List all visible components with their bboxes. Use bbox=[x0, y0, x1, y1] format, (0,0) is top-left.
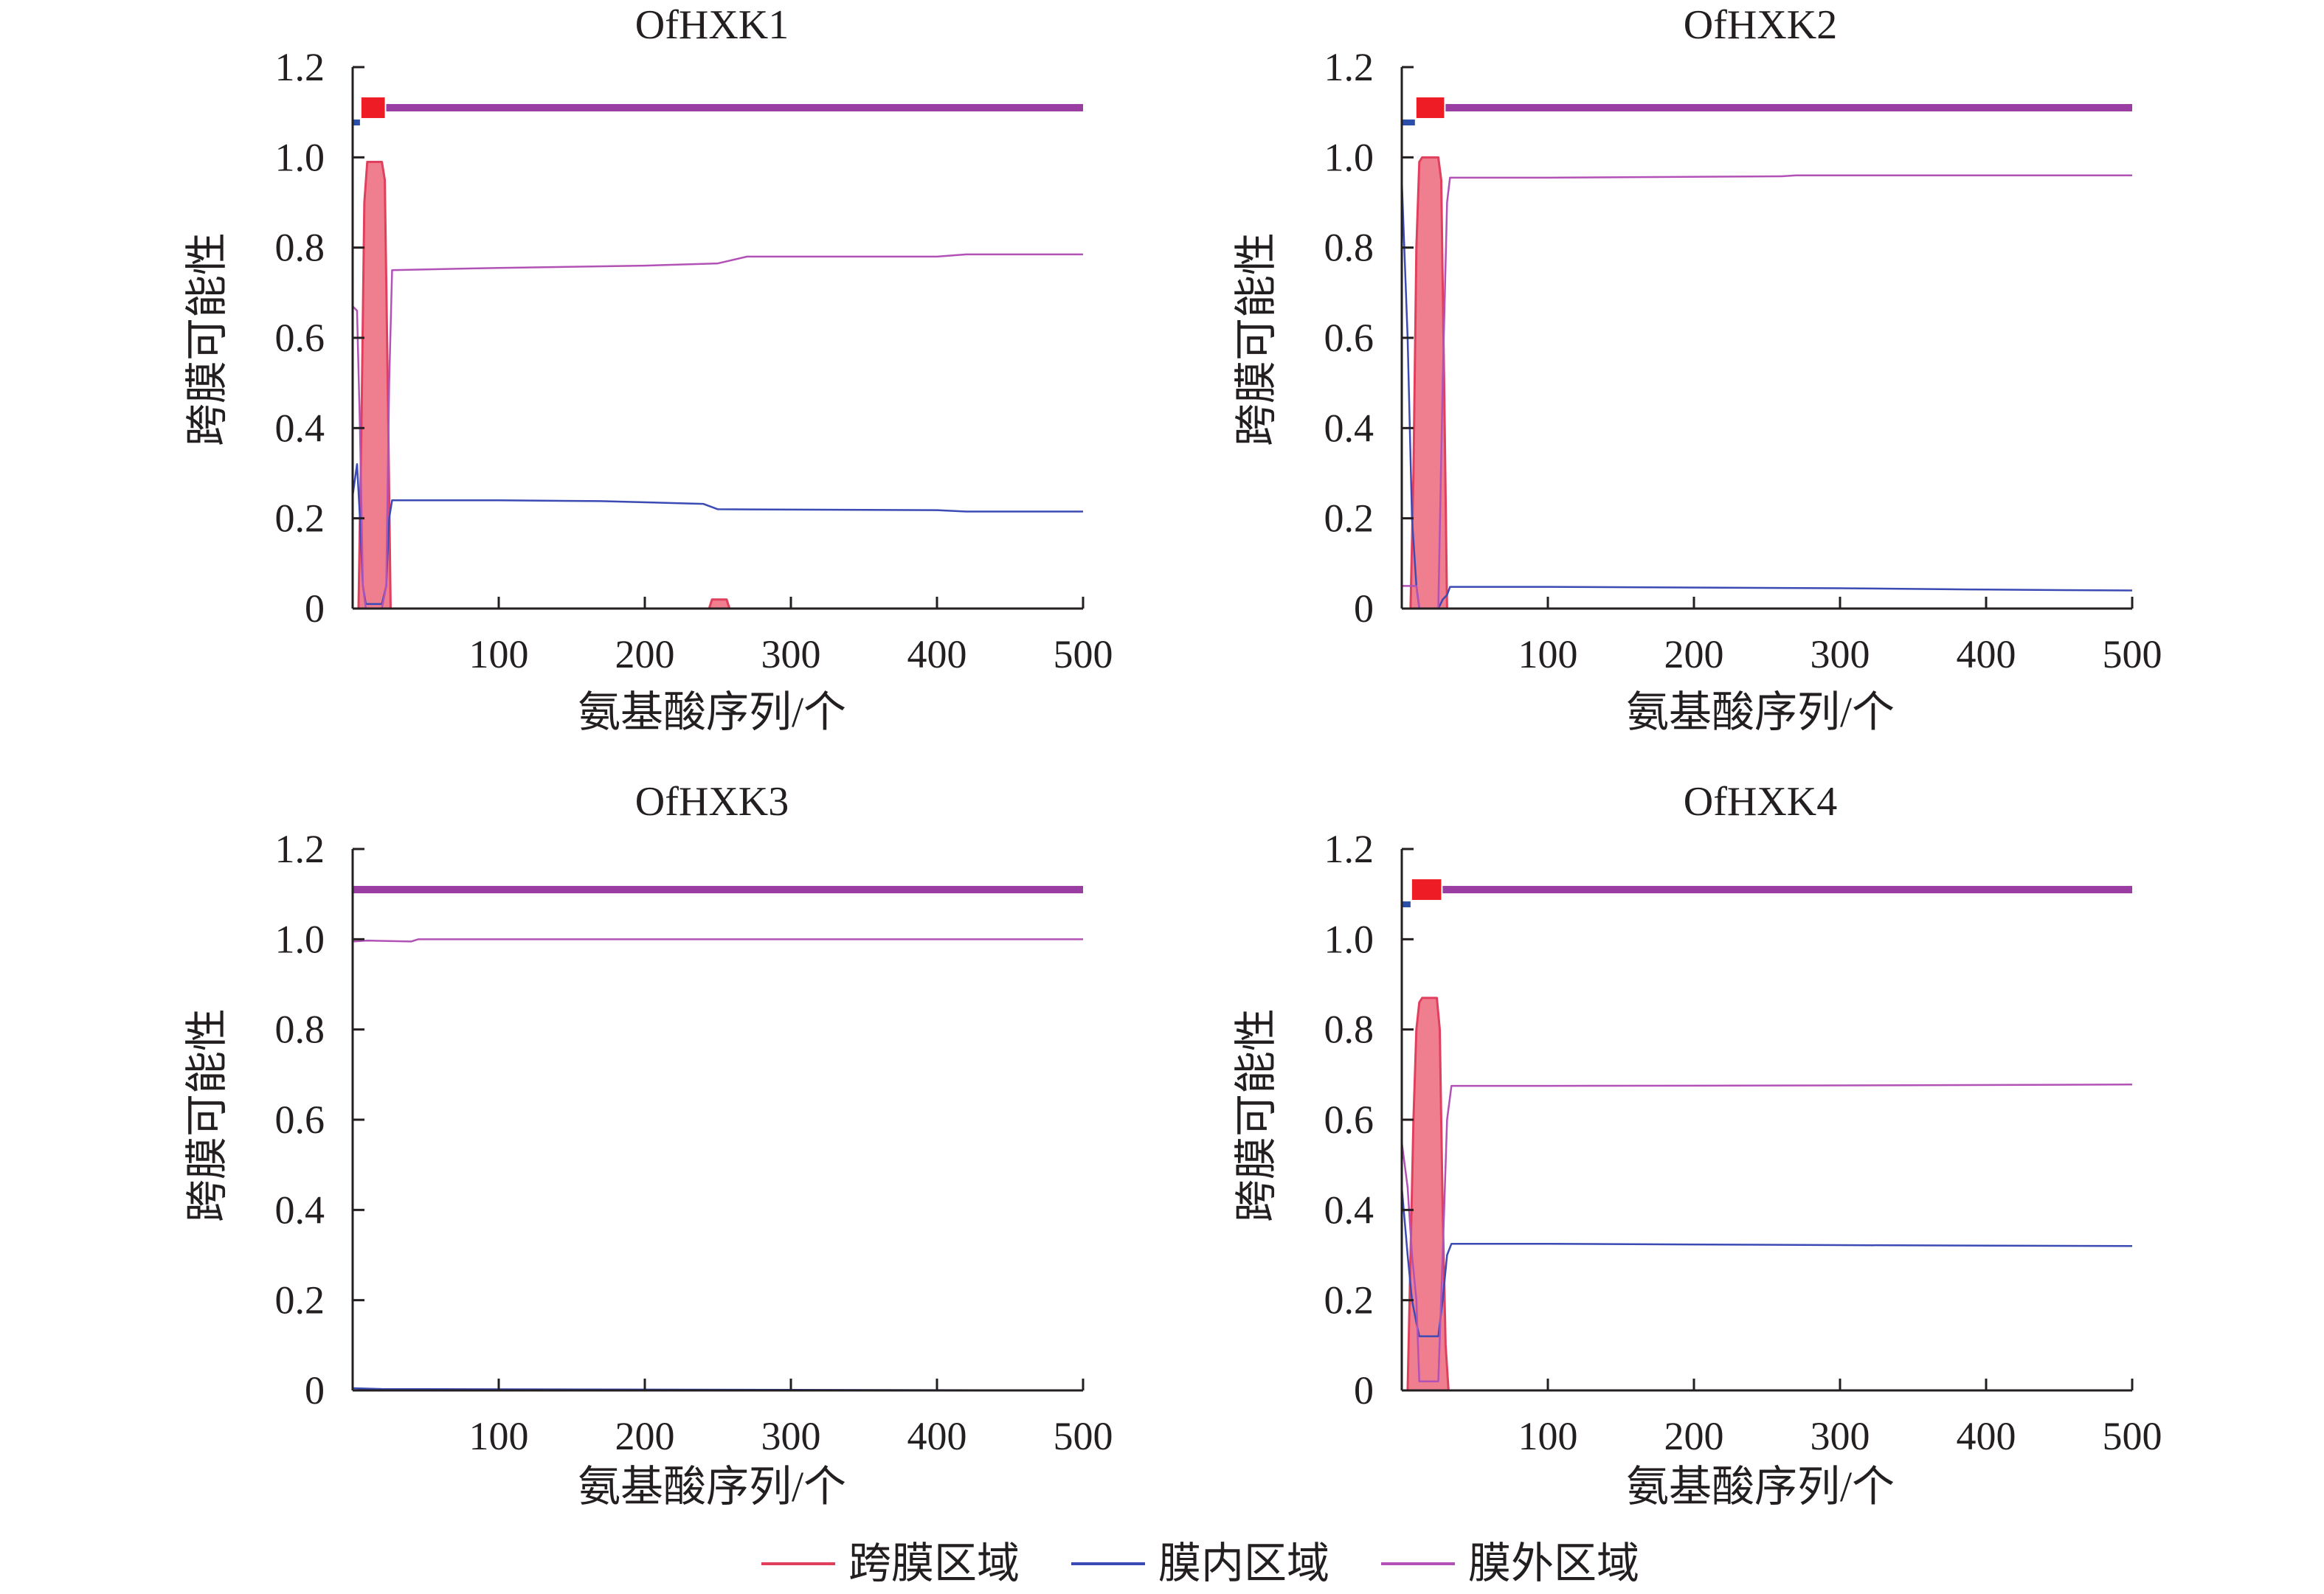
y-tick-label: 0.6 bbox=[1324, 1098, 1374, 1142]
x-tick-label: 400 bbox=[1957, 632, 2016, 676]
legend-label-inside: 膜内区域 bbox=[1158, 1539, 1329, 1587]
x-axis-label: 氨基酸序列/个 bbox=[578, 688, 846, 736]
y-tick-label: 0.8 bbox=[1324, 226, 1374, 270]
topology-segment-inside bbox=[1402, 901, 1411, 908]
y-tick-label: 0.2 bbox=[1324, 496, 1374, 541]
transmembrane-area bbox=[1402, 997, 2132, 1390]
y-tick-label: 1.0 bbox=[275, 135, 325, 179]
y-axis-label: 跨膜可能性 bbox=[183, 1008, 231, 1222]
y-tick-label: 1.0 bbox=[1324, 135, 1374, 179]
topology-segment-outside bbox=[353, 886, 1083, 894]
panel-ofhxk3: OfHXK3 跨膜可能性 氨基酸序列/个 0 0.2 0.4 0.6 0.8 1.0 1.2… bbox=[183, 779, 1113, 1511]
panel-ofhxk2: OfHXK2 跨膜可能性 氨基酸序列/个 0 0.2 0.4 0.6 0.8 1.0 1.2… bbox=[1232, 2, 2162, 736]
y-tick-label: 0 bbox=[1354, 1368, 1374, 1413]
topology-segment-inside bbox=[1402, 119, 1415, 126]
series-line-inside bbox=[351, 463, 1083, 606]
x-axis-label: 氨基酸序列/个 bbox=[1626, 1463, 1895, 1511]
x-tick-label: 500 bbox=[2103, 1414, 2162, 1458]
y-tick-label: 0 bbox=[1354, 586, 1374, 631]
series-line-transmembrane bbox=[1402, 156, 2132, 610]
series-line-outside bbox=[352, 938, 1083, 943]
y-tick-label: 0.8 bbox=[1324, 1008, 1374, 1052]
x-tick-label: 200 bbox=[1664, 1414, 1724, 1458]
panel-title: OfHXK2 bbox=[1684, 2, 1837, 48]
series-line-inside bbox=[1400, 1187, 2133, 1337]
transmembrane-area bbox=[353, 162, 1083, 609]
y-tick-label: 0.4 bbox=[275, 1188, 325, 1232]
y-tick-label: 0.2 bbox=[275, 496, 325, 541]
series-line-transmembrane bbox=[353, 160, 1083, 610]
x-axis-label: 氨基酸序列/个 bbox=[578, 1463, 846, 1511]
panel-title: OfHXK4 bbox=[1684, 779, 1837, 825]
y-tick-label: 0.8 bbox=[275, 1008, 325, 1052]
y-tick-label: 1.0 bbox=[275, 917, 325, 961]
x-tick-label: 200 bbox=[1664, 632, 1724, 676]
x-tick-label: 400 bbox=[907, 1414, 967, 1458]
series-line-outside bbox=[1402, 174, 2132, 610]
x-tick-label: 400 bbox=[907, 632, 967, 676]
x-tick-label: 400 bbox=[1957, 1414, 2016, 1458]
x-tick-label: 100 bbox=[1518, 1414, 1578, 1458]
y-tick-label: 0.6 bbox=[1324, 316, 1374, 360]
y-tick-label: 0 bbox=[305, 1368, 325, 1413]
panel-title: OfHXK1 bbox=[635, 2, 789, 48]
topology-segment-outside bbox=[386, 104, 1083, 112]
y-axis-label: 跨膜可能性 bbox=[1232, 232, 1280, 446]
x-tick-label: 300 bbox=[1811, 632, 1870, 676]
topology-segment-transmembrane bbox=[1416, 97, 1445, 119]
x-tick-label: 100 bbox=[469, 1414, 529, 1458]
x-tick-label: 500 bbox=[2103, 632, 2162, 676]
series-line-inside bbox=[1400, 179, 2133, 610]
x-tick-label: 300 bbox=[761, 632, 821, 676]
topology-segment-transmembrane bbox=[361, 97, 385, 119]
y-tick-label: 1.2 bbox=[1324, 827, 1374, 871]
legend: 跨膜区域 膜内区域 膜外区域 bbox=[761, 1539, 1639, 1587]
x-tick-label: 500 bbox=[1054, 1414, 1113, 1458]
y-tick-label: 0.2 bbox=[1324, 1278, 1374, 1323]
y-tick-label: 1.2 bbox=[275, 45, 325, 89]
x-tick-label: 500 bbox=[1054, 632, 1113, 676]
y-axis-label: 跨膜可能性 bbox=[183, 232, 231, 446]
y-tick-label: 0.4 bbox=[1324, 1188, 1374, 1232]
y-tick-label: 0.4 bbox=[1324, 406, 1374, 450]
x-tick-label: 100 bbox=[1518, 632, 1578, 676]
y-tick-label: 0.4 bbox=[275, 406, 325, 450]
x-tick-label: 100 bbox=[469, 632, 529, 676]
panel-ofhxk1: OfHXK1 跨膜可能性 氨基酸序列/个 0 0.2 0.4 0.6 0.8 1.0 1.2… bbox=[183, 2, 1113, 736]
y-tick-label: 1.0 bbox=[1324, 917, 1374, 961]
x-tick-label: 300 bbox=[1811, 1414, 1870, 1458]
x-tick-label: 200 bbox=[615, 1414, 675, 1458]
y-tick-label: 0.2 bbox=[275, 1278, 325, 1323]
panel-ofhxk4: OfHXK4 跨膜可能性 氨基酸序列/个 0 0.2 0.4 0.6 0.8 1.0 1.2… bbox=[1232, 779, 2162, 1511]
y-tick-label: 0.6 bbox=[275, 1098, 325, 1142]
legend-label-outside: 膜外区域 bbox=[1468, 1539, 1639, 1587]
y-axis-label: 跨膜可能性 bbox=[1232, 1008, 1280, 1222]
x-axis-label: 氨基酸序列/个 bbox=[1626, 688, 1895, 736]
transmembrane-area bbox=[1402, 157, 2132, 609]
legend-label-transmembrane: 跨膜区域 bbox=[848, 1539, 1020, 1587]
series-line-outside bbox=[352, 253, 1083, 610]
panel-title: OfHXK3 bbox=[635, 779, 789, 825]
topology-segment-inside bbox=[353, 119, 360, 126]
series-line-outside bbox=[1400, 1084, 2133, 1383]
y-tick-label: 0.6 bbox=[275, 316, 325, 360]
topology-segment-outside bbox=[1445, 104, 2132, 112]
y-tick-label: 0.8 bbox=[275, 226, 325, 270]
x-tick-label: 300 bbox=[761, 1414, 821, 1458]
topology-segment-transmembrane bbox=[1411, 879, 1442, 901]
y-tick-label: 0 bbox=[305, 586, 325, 631]
series-line-transmembrane bbox=[1402, 997, 2132, 1392]
topology-segment-outside bbox=[1442, 886, 2132, 894]
y-tick-label: 1.2 bbox=[275, 827, 325, 871]
y-tick-label: 1.2 bbox=[1324, 45, 1374, 89]
x-tick-label: 200 bbox=[615, 632, 675, 676]
